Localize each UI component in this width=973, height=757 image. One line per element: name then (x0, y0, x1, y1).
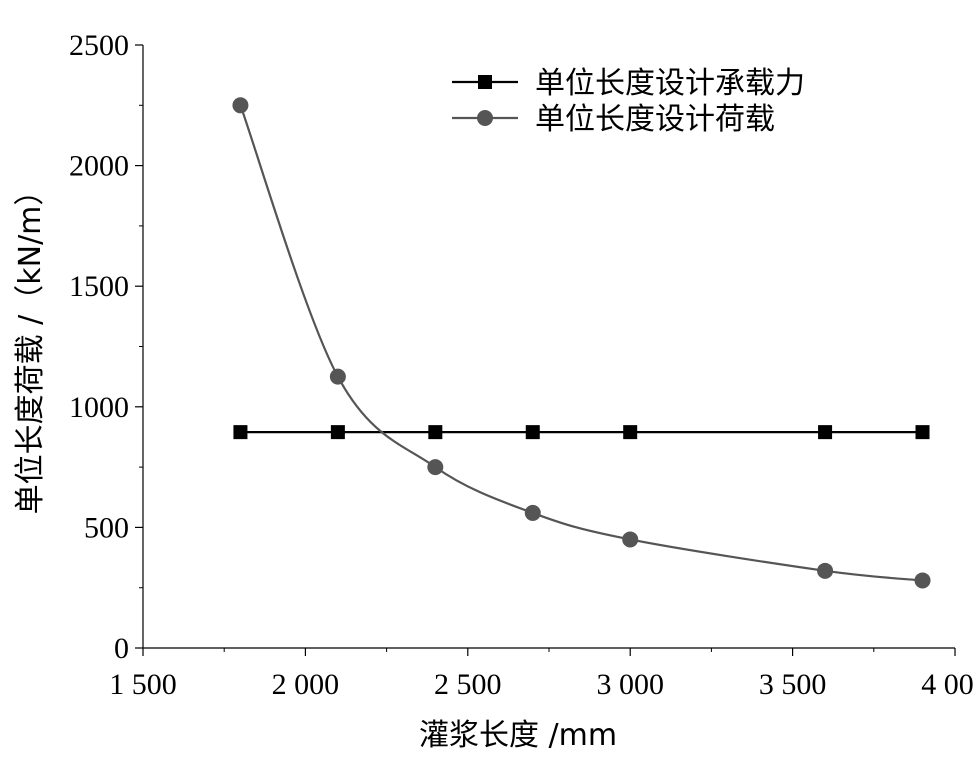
legend-label: 单位长度设计承载力 (535, 66, 805, 101)
data-point-square (915, 425, 930, 440)
data-point-circle (329, 368, 346, 385)
series-layer (232, 97, 931, 589)
data-point-square (428, 425, 443, 440)
series-line (239, 104, 923, 582)
legend-label: 单位长度设计荷载 (535, 102, 775, 137)
y-tick-label: 1000 (69, 391, 129, 424)
x-tick-label: 1 500 (109, 668, 177, 701)
data-point-square (233, 425, 248, 440)
y-tick-label: 2000 (69, 150, 129, 183)
series-2 (232, 97, 931, 589)
data-point-square (525, 425, 540, 440)
data-point-square (623, 425, 638, 440)
y-tick-label: 2500 (69, 29, 129, 62)
x-axis-title: 灌浆长度 /mm (419, 718, 617, 753)
y-axis-title: 单位长度荷载 /（kN/m） (13, 176, 48, 515)
data-point-circle (524, 504, 541, 521)
x-tick-label: 2 000 (272, 668, 340, 701)
data-point-circle (622, 531, 639, 548)
data-point-circle (817, 562, 834, 579)
ticks: 0 500 1000 1500 2000 2500 1 500 2 000 2 500 3 000… (69, 29, 973, 701)
y-tick-label: 0 (114, 632, 129, 665)
legend-item-1: 单位长度设计承载力 (452, 66, 805, 101)
x-tick-label: 2 500 (434, 668, 502, 701)
data-point-circle (427, 459, 444, 476)
y-tick-label: 1500 (69, 270, 129, 303)
data-point-circle (232, 97, 249, 114)
series-1 (233, 425, 930, 440)
y-tick-label: 500 (84, 511, 129, 544)
legend-marker-square (478, 75, 492, 89)
x-tick-label: 3 000 (596, 668, 664, 701)
data-point-square (818, 425, 833, 440)
x-tick-label: 3 500 (759, 668, 827, 701)
x-tick-label: 4 000 (921, 668, 973, 701)
legend-marker-circle (477, 110, 493, 126)
data-point-circle (914, 572, 931, 589)
legend-item-2: 单位长度设计荷载 (452, 102, 775, 137)
data-point-square (330, 425, 345, 440)
